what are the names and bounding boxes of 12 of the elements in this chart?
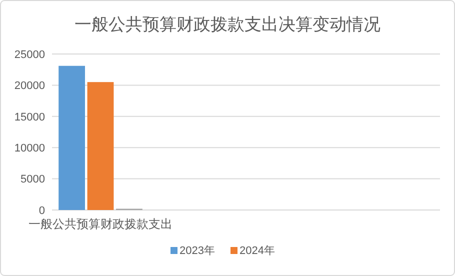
x-tick-label: 一般公共预算财政拨款支出 bbox=[28, 217, 172, 231]
chart-title: 一般公共预算财政拨款支出决算变动情况 bbox=[74, 15, 380, 34]
legend-label: 2023年 bbox=[180, 245, 215, 257]
legend-label: 2024年 bbox=[240, 245, 275, 257]
y-tick-label: 20000 bbox=[14, 80, 45, 92]
y-tick-label: 5000 bbox=[20, 174, 45, 186]
y-tick-label: 15000 bbox=[14, 111, 45, 124]
bar bbox=[87, 82, 114, 210]
y-tick-label: 25000 bbox=[14, 48, 45, 61]
y-tick-label: 10000 bbox=[14, 142, 45, 154]
bar bbox=[58, 66, 86, 210]
y-tick-label: 0 bbox=[38, 204, 45, 217]
